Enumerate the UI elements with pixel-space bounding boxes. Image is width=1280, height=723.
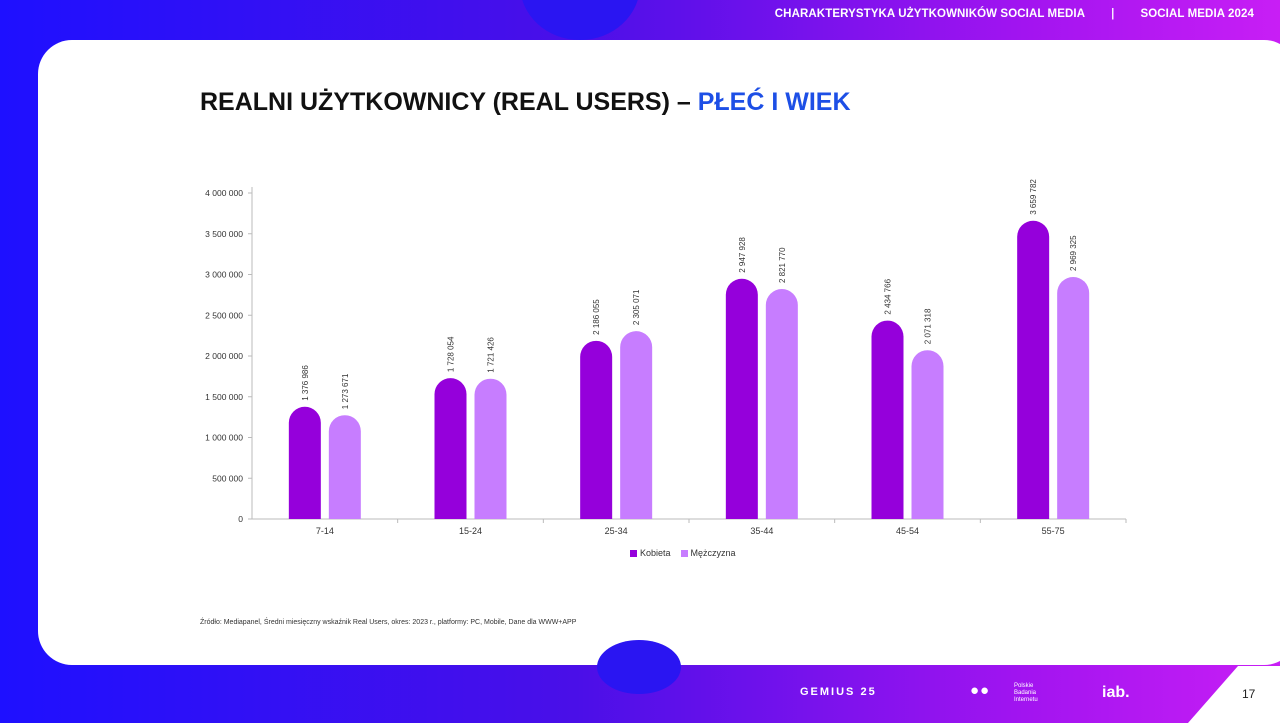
- page-title: REALNI UŻYTKOWNICY (REAL USERS) – PŁEĆ I…: [200, 88, 851, 117]
- data-label: 3 659 782: [1029, 179, 1038, 215]
- x-tick-label: 7-14: [316, 526, 334, 536]
- logo-pbi-text: Polskie Badania Internetu: [1014, 683, 1038, 703]
- x-tick-label: 25-34: [605, 526, 628, 536]
- y-tick-label: 1 500 000: [205, 392, 243, 402]
- data-label: 2 434 766: [884, 278, 893, 314]
- title-main: REALNI UŻYTKOWNICY (REAL USERS) –: [200, 88, 691, 116]
- y-tick-label: 4 000 000: [205, 188, 243, 198]
- data-label: 1 273 671: [341, 373, 350, 409]
- data-label: 2 305 071: [632, 289, 641, 325]
- header: CHARAKTERYSTYKA UŻYTKOWNIKÓW SOCIAL MEDI…: [775, 8, 1254, 20]
- bar-mezczyzna: [620, 331, 653, 519]
- legend-label-mezczyzna: Mężczyzna: [690, 548, 736, 558]
- bar-mezczyzna: [765, 289, 798, 519]
- y-tick-label: 500 000: [212, 473, 243, 483]
- x-tick-label: 55-75: [1042, 526, 1065, 536]
- bar-mezczyzna: [911, 350, 944, 519]
- y-tick-label: 2 000 000: [205, 351, 243, 361]
- data-label: 1 376 986: [301, 365, 310, 401]
- x-tick-label: 35-44: [750, 526, 773, 536]
- source-note: Źródło: Mediapanel, Średni miesięczny ws…: [200, 619, 577, 626]
- bar-mezczyzna: [474, 378, 507, 519]
- logo-pbi-icon: ●●: [970, 682, 991, 699]
- x-tick-label: 15-24: [459, 526, 482, 536]
- y-tick-label: 0: [238, 514, 243, 524]
- bar-kobieta: [1017, 220, 1050, 519]
- bar-kobieta: [288, 406, 321, 519]
- legend-swatch-mezczyzna: [680, 549, 688, 557]
- y-tick-label: 3 000 000: [205, 270, 243, 280]
- bar-mezczyzna: [1057, 277, 1090, 519]
- title-accent: PŁEĆ I WIEK: [697, 88, 851, 116]
- bar-mezczyzna: [328, 415, 361, 519]
- x-tick-label: 45-54: [896, 526, 919, 536]
- header-separator: |: [1111, 8, 1115, 20]
- bar-kobieta: [434, 378, 467, 519]
- y-tick-label: 2 500 000: [205, 310, 243, 320]
- data-label: 2 071 318: [924, 308, 933, 344]
- data-label: 2 186 055: [592, 299, 601, 335]
- header-section: CHARAKTERYSTYKA UŻYTKOWNIKÓW SOCIAL MEDI…: [774, 8, 1086, 20]
- bar-kobieta: [871, 320, 904, 519]
- legend-label-kobieta: Kobieta: [640, 548, 671, 558]
- y-tick-label: 1 000 000: [205, 433, 243, 443]
- y-tick-label: 3 500 000: [205, 229, 243, 239]
- logo-iab: iab.: [1102, 684, 1130, 701]
- header-report: SOCIAL MEDIA 2024: [1140, 8, 1254, 20]
- logo-gemius: GEMIUS 25: [800, 686, 877, 698]
- chart-legend: Kobieta Mężczyzna: [630, 548, 736, 558]
- data-label: 2 947 928: [738, 237, 747, 273]
- data-label: 2 821 770: [778, 247, 787, 283]
- legend-item-mezczyzna: Mężczyzna: [680, 548, 736, 558]
- data-label: 2 969 325: [1069, 235, 1078, 271]
- bar-kobieta: [725, 278, 758, 519]
- legend-swatch-kobieta: [630, 549, 637, 557]
- data-label: 1 721 426: [487, 337, 496, 373]
- page-number: 17: [1242, 687, 1256, 701]
- legend-item-kobieta: Kobieta: [630, 548, 671, 558]
- decor-circle-bottom: [597, 640, 681, 694]
- data-label: 1 728 054: [447, 336, 456, 372]
- bar-kobieta: [580, 340, 613, 519]
